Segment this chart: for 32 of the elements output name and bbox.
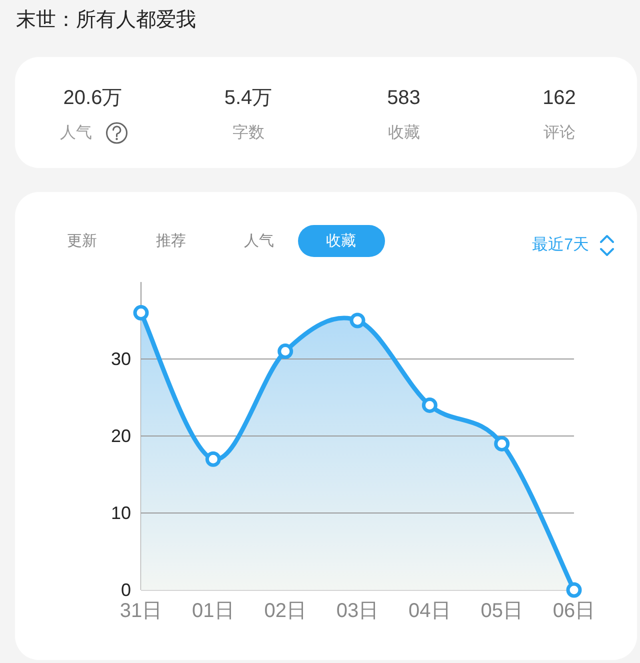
point (494, 436, 510, 452)
point (278, 344, 294, 360)
x-tick-label: 02日 (264, 600, 306, 622)
text: 收藏 (388, 124, 420, 142)
text: 字数 (232, 124, 264, 142)
text: 20.6万 (63, 87, 122, 109)
text: 末世：所有人都爱我 (16, 9, 196, 31)
y-tick-label: 0 (120, 580, 131, 600)
text: 人气 (60, 124, 92, 142)
text: 最近7天 (532, 236, 589, 254)
point (133, 305, 149, 321)
text: 收藏 (326, 232, 356, 250)
y-tick-label: 10 (110, 503, 131, 523)
point (350, 312, 366, 328)
x-tick-label: 01日 (192, 600, 234, 622)
text: 5.4万 (224, 87, 272, 109)
x-tick-label: 03日 (336, 600, 379, 622)
text: 更新 (67, 232, 97, 250)
x-tick-label: 06日 (552, 600, 596, 622)
y-tick-label: 30 (110, 349, 131, 369)
x-tick-label: 05日 (480, 600, 523, 622)
x-tick-label: 31日 (120, 600, 162, 622)
y-tick-label: 20 (110, 426, 131, 446)
point (422, 397, 438, 413)
text: 162 (542, 87, 576, 109)
text: 人气 (244, 232, 274, 250)
point (205, 451, 221, 467)
x-tick-label: 04日 (408, 600, 451, 622)
text: 评论 (543, 124, 576, 142)
point (566, 582, 582, 598)
text: 推荐 (156, 232, 186, 250)
text: 583 (387, 87, 420, 109)
